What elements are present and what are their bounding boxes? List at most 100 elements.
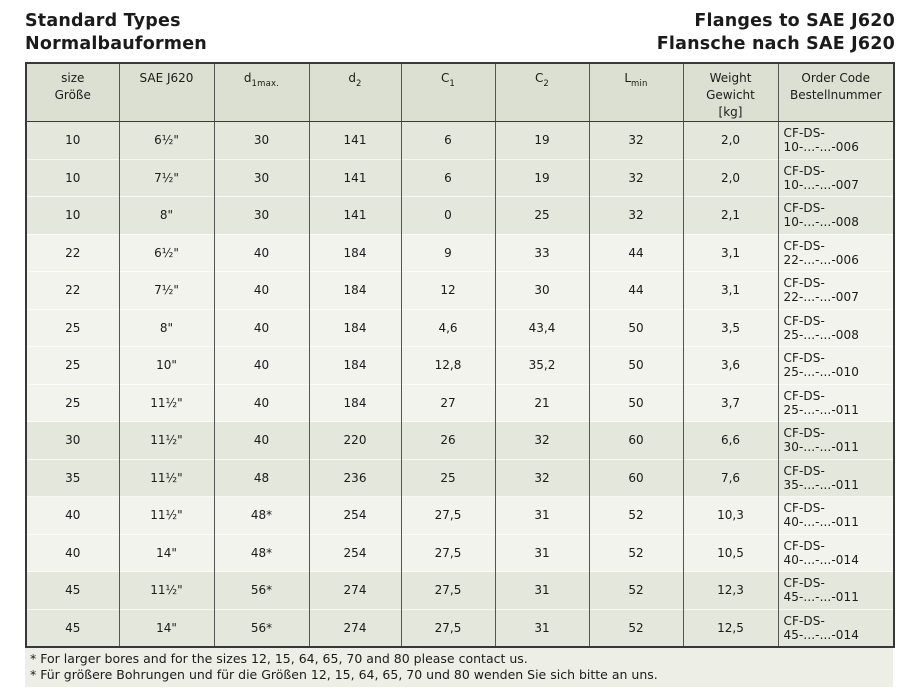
cell-size: 25 bbox=[26, 308, 120, 347]
cell-order-code: CF-DS-25-...-...-011 bbox=[778, 383, 894, 422]
cell-lmin: 52 bbox=[589, 496, 684, 534]
cell-d1max: 56* bbox=[214, 608, 310, 647]
cell-d1max: 40 bbox=[214, 383, 310, 422]
cell-c2: 31 bbox=[495, 571, 590, 609]
cell-order-code: CF-DS-25-...-...-010 bbox=[778, 346, 894, 384]
cell-order-code: CF-DS-10-...-...-007 bbox=[778, 158, 894, 197]
col-header-size: size Größe bbox=[26, 63, 120, 122]
cell-lmin: 44 bbox=[589, 233, 684, 272]
cell-sae-j620: 8" bbox=[119, 308, 215, 347]
cell-sae-j620: 14" bbox=[119, 533, 215, 572]
cell-weight: 3,5 bbox=[683, 308, 779, 347]
cell-d2: 141 bbox=[309, 121, 402, 159]
cell-c1: 12,8 bbox=[401, 346, 496, 384]
cell-c2: 19 bbox=[495, 158, 590, 197]
cell-sae-j620: 14" bbox=[119, 608, 215, 647]
page-title-left: Standard Types Normalbauformen bbox=[25, 10, 207, 56]
table-body: 10 6½" 30 141 6 19 32 2,0 CF-DS-10-...-.… bbox=[26, 121, 894, 647]
cell-order-code: CF-DS-35-...-...-011 bbox=[778, 458, 894, 497]
cell-c2: 32 bbox=[495, 421, 590, 459]
cell-size: 10 bbox=[26, 121, 120, 159]
cell-size: 25 bbox=[26, 346, 120, 384]
cell-lmin: 32 bbox=[589, 121, 684, 159]
cell-d1max: 40 bbox=[214, 271, 310, 309]
cell-sae-j620: 11½" bbox=[119, 571, 215, 609]
cell-d1max: 40 bbox=[214, 346, 310, 384]
subtitle-english: Flanges to SAE J620 bbox=[694, 11, 895, 31]
cell-c1: 6 bbox=[401, 121, 496, 159]
cell-size: 35 bbox=[26, 458, 120, 497]
table-row: 40 14" 48* 254 27,5 31 52 10,5 CF-DS-40-… bbox=[26, 533, 894, 572]
cell-weight: 3,6 bbox=[683, 346, 779, 384]
cell-lmin: 50 bbox=[589, 308, 684, 347]
cell-weight: 2,1 bbox=[683, 196, 779, 234]
cell-lmin: 52 bbox=[589, 571, 684, 609]
col-header-d1max: d1max. bbox=[214, 63, 310, 122]
cell-lmin: 52 bbox=[589, 608, 684, 647]
cell-d2: 184 bbox=[309, 308, 402, 347]
table-row: 25 8" 40 184 4,6 43,4 50 3,5 CF-DS-25-..… bbox=[26, 308, 894, 347]
cell-order-code: CF-DS-25-...-...-008 bbox=[778, 308, 894, 347]
cell-d2: 184 bbox=[309, 383, 402, 422]
col-header-c1: C1 bbox=[401, 63, 496, 122]
col-header-order-code: Order Code Bestellnummer bbox=[778, 63, 894, 122]
cell-d1max: 56* bbox=[214, 571, 310, 609]
cell-d2: 274 bbox=[309, 571, 402, 609]
table-row: 35 11½" 48 236 25 32 60 7,6 CF-DS-35-...… bbox=[26, 458, 894, 497]
cell-size: 45 bbox=[26, 571, 120, 609]
title-german: Normalbauformen bbox=[25, 34, 207, 54]
cell-size: 10 bbox=[26, 196, 120, 234]
cell-c1: 0 bbox=[401, 196, 496, 234]
cell-d2: 141 bbox=[309, 158, 402, 197]
cell-c1: 25 bbox=[401, 458, 496, 497]
cell-c2: 30 bbox=[495, 271, 590, 309]
cell-order-code: CF-DS-22-...-...-007 bbox=[778, 271, 894, 309]
cell-weight: 6,6 bbox=[683, 421, 779, 459]
col-header-lmin: Lmin bbox=[589, 63, 684, 122]
subtitle-german: Flansche nach SAE J620 bbox=[656, 34, 895, 54]
cell-d2: 141 bbox=[309, 196, 402, 234]
cell-sae-j620: 11½" bbox=[119, 421, 215, 459]
cell-d2: 254 bbox=[309, 496, 402, 534]
cell-c2: 43,4 bbox=[495, 308, 590, 347]
cell-weight: 7,6 bbox=[683, 458, 779, 497]
cell-d2: 184 bbox=[309, 346, 402, 384]
cell-d1max: 40 bbox=[214, 421, 310, 459]
cell-c1: 12 bbox=[401, 271, 496, 309]
table-row: 25 10" 40 184 12,8 35,2 50 3,6 CF-DS-25-… bbox=[26, 346, 894, 384]
cell-order-code: CF-DS-10-...-...-008 bbox=[778, 196, 894, 234]
cell-weight: 2,0 bbox=[683, 121, 779, 159]
cell-weight: 10,5 bbox=[683, 533, 779, 572]
cell-lmin: 44 bbox=[589, 271, 684, 309]
cell-c1: 9 bbox=[401, 233, 496, 272]
cell-order-code: CF-DS-45-...-...-011 bbox=[778, 571, 894, 609]
cell-d2: 236 bbox=[309, 458, 402, 497]
cell-sae-j620: 8" bbox=[119, 196, 215, 234]
footnote-german: * Für größere Bohrungen und für die Größ… bbox=[30, 667, 658, 682]
cell-lmin: 52 bbox=[589, 533, 684, 572]
cell-d1max: 30 bbox=[214, 158, 310, 197]
cell-weight: 2,0 bbox=[683, 158, 779, 197]
cell-order-code: CF-DS-10-...-...-006 bbox=[778, 121, 894, 159]
table-row: 10 6½" 30 141 6 19 32 2,0 CF-DS-10-...-.… bbox=[26, 121, 894, 159]
cell-weight: 12,5 bbox=[683, 608, 779, 647]
cell-size: 30 bbox=[26, 421, 120, 459]
cell-d2: 274 bbox=[309, 608, 402, 647]
cell-size: 40 bbox=[26, 496, 120, 534]
cell-sae-j620: 7½" bbox=[119, 158, 215, 197]
cell-order-code: CF-DS-22-...-...-006 bbox=[778, 233, 894, 272]
cell-size: 45 bbox=[26, 608, 120, 647]
title-english: Standard Types bbox=[25, 11, 181, 31]
cell-c2: 31 bbox=[495, 496, 590, 534]
cell-c2: 25 bbox=[495, 196, 590, 234]
cell-c1: 27,5 bbox=[401, 608, 496, 647]
cell-weight: 3,1 bbox=[683, 233, 779, 272]
cell-d1max: 30 bbox=[214, 196, 310, 234]
cell-d1max: 48* bbox=[214, 496, 310, 534]
cell-d2: 184 bbox=[309, 271, 402, 309]
cell-d2: 184 bbox=[309, 233, 402, 272]
cell-lmin: 50 bbox=[589, 383, 684, 422]
cell-lmin: 60 bbox=[589, 458, 684, 497]
table-row: 22 6½" 40 184 9 33 44 3,1 CF-DS-22-...-.… bbox=[26, 233, 894, 272]
